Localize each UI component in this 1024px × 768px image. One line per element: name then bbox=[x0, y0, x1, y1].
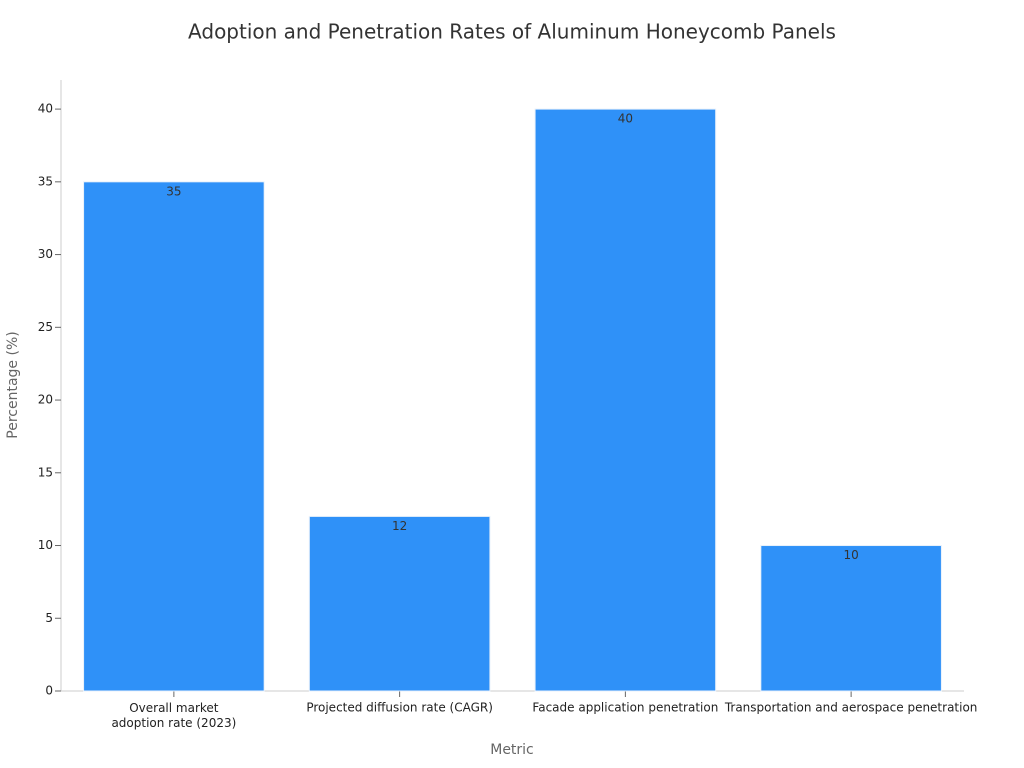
y-tick-label: 15 bbox=[38, 465, 53, 479]
y-tick-label: 20 bbox=[38, 393, 53, 407]
x-axis-label: Metric bbox=[490, 742, 534, 758]
data-label: 40 bbox=[618, 112, 633, 126]
bar bbox=[83, 181, 265, 692]
y-tick-label: 40 bbox=[38, 102, 53, 116]
y-tick-label: 35 bbox=[38, 174, 53, 188]
y-tick-label: 10 bbox=[38, 538, 53, 552]
y-tick-label: 30 bbox=[38, 247, 53, 261]
bar bbox=[534, 108, 717, 692]
bar bbox=[760, 545, 942, 692]
y-axis-label: Percentage (%) bbox=[5, 331, 21, 438]
x-tick-label: Overall market adoption rate (2023) bbox=[111, 701, 236, 730]
data-label: 35 bbox=[166, 184, 181, 198]
y-tick-label: 5 bbox=[45, 611, 53, 625]
x-tick-label: Facade application penetration bbox=[532, 701, 718, 715]
bar bbox=[308, 515, 491, 692]
chart-title: Adoption and Penetration Rates of Alumin… bbox=[188, 20, 836, 44]
data-label: 12 bbox=[392, 519, 407, 533]
y-tick-label: 25 bbox=[38, 320, 53, 334]
x-tick-label: Projected diffusion rate (CAGR) bbox=[306, 701, 493, 715]
data-label: 10 bbox=[843, 548, 858, 562]
y-tick-label: 0 bbox=[45, 684, 53, 698]
x-tick-label: Transportation and aerospace penetration bbox=[724, 701, 978, 715]
